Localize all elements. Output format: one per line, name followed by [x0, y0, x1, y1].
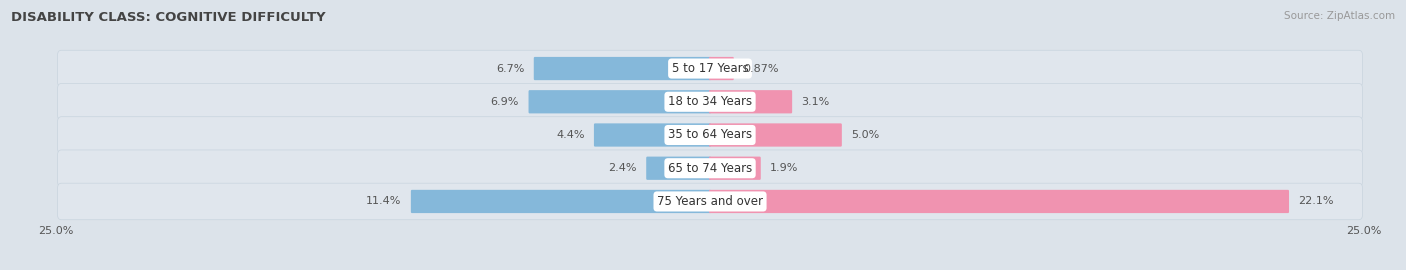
Text: 75 Years and over: 75 Years and over — [657, 195, 763, 208]
FancyBboxPatch shape — [58, 83, 1362, 120]
Text: 1.9%: 1.9% — [770, 163, 799, 173]
FancyBboxPatch shape — [709, 157, 761, 180]
Text: 6.9%: 6.9% — [491, 97, 519, 107]
Text: DISABILITY CLASS: COGNITIVE DIFFICULTY: DISABILITY CLASS: COGNITIVE DIFFICULTY — [11, 11, 326, 24]
FancyBboxPatch shape — [647, 157, 711, 180]
FancyBboxPatch shape — [709, 190, 1289, 213]
Text: 35 to 64 Years: 35 to 64 Years — [668, 129, 752, 141]
Text: 2.4%: 2.4% — [609, 163, 637, 173]
FancyBboxPatch shape — [534, 57, 711, 80]
FancyBboxPatch shape — [58, 183, 1362, 220]
FancyBboxPatch shape — [709, 90, 792, 113]
Text: 22.1%: 22.1% — [1298, 197, 1334, 207]
Text: 0.87%: 0.87% — [744, 63, 779, 73]
FancyBboxPatch shape — [58, 117, 1362, 153]
Text: 18 to 34 Years: 18 to 34 Years — [668, 95, 752, 108]
Text: 5 to 17 Years: 5 to 17 Years — [672, 62, 748, 75]
Text: 5.0%: 5.0% — [851, 130, 880, 140]
FancyBboxPatch shape — [58, 50, 1362, 87]
FancyBboxPatch shape — [529, 90, 711, 113]
Text: 3.1%: 3.1% — [801, 97, 830, 107]
Text: 6.7%: 6.7% — [496, 63, 524, 73]
FancyBboxPatch shape — [593, 123, 711, 147]
Text: 11.4%: 11.4% — [366, 197, 402, 207]
FancyBboxPatch shape — [709, 123, 842, 147]
Text: Source: ZipAtlas.com: Source: ZipAtlas.com — [1284, 11, 1395, 21]
Text: 4.4%: 4.4% — [555, 130, 585, 140]
FancyBboxPatch shape — [411, 190, 711, 213]
FancyBboxPatch shape — [58, 150, 1362, 187]
Text: 65 to 74 Years: 65 to 74 Years — [668, 162, 752, 175]
FancyBboxPatch shape — [709, 57, 734, 80]
